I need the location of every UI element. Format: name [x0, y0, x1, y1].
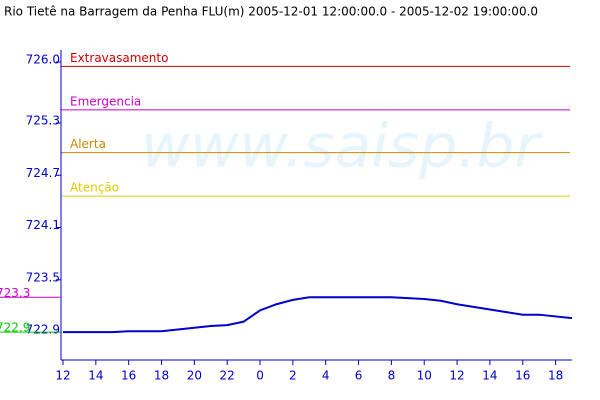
min-marker-label: 722.9 — [0, 321, 30, 335]
y-tick-label: 725.3 — [26, 113, 60, 127]
x-tick-label: 12 — [449, 369, 464, 383]
x-tick-label: 18 — [548, 369, 563, 383]
watermark: www.saisp.br — [141, 112, 543, 182]
threshold-label: Extravasamento — [70, 51, 168, 65]
x-tick-label: 2 — [289, 369, 297, 383]
x-tick-label: 10 — [417, 369, 432, 383]
x-tick-label: 14 — [482, 369, 497, 383]
y-tick-label: 724.7 — [26, 166, 60, 180]
x-tick-label: 12 — [55, 369, 70, 383]
x-tick-label: 8 — [388, 369, 396, 383]
y-tick-label: 723.5 — [26, 270, 60, 284]
max-marker-label: 723.3 — [0, 286, 30, 300]
threshold-label: Emergencia — [70, 94, 141, 108]
y-tick-label: 726.0 — [26, 53, 60, 67]
x-tick-label: 16 — [515, 369, 530, 383]
x-tick-label: 20 — [187, 369, 202, 383]
x-tick-label: 16 — [121, 369, 136, 383]
x-tick-label: 22 — [220, 369, 235, 383]
threshold-label: Alerta — [70, 137, 106, 151]
y-tick-label: 722.9 — [26, 323, 60, 337]
x-tick-label: 6 — [355, 369, 363, 383]
x-tick-label: 0 — [256, 369, 264, 383]
chart-title: Rio Tietê na Barragem da Penha FLU(m) 20… — [4, 5, 538, 19]
x-tick-label: 4 — [322, 369, 330, 383]
x-tick-label: 14 — [88, 369, 103, 383]
x-tick-label: 18 — [154, 369, 169, 383]
threshold-label: Atenção — [70, 181, 119, 195]
y-tick-label: 724.1 — [26, 218, 60, 232]
series-line — [63, 296, 573, 334]
